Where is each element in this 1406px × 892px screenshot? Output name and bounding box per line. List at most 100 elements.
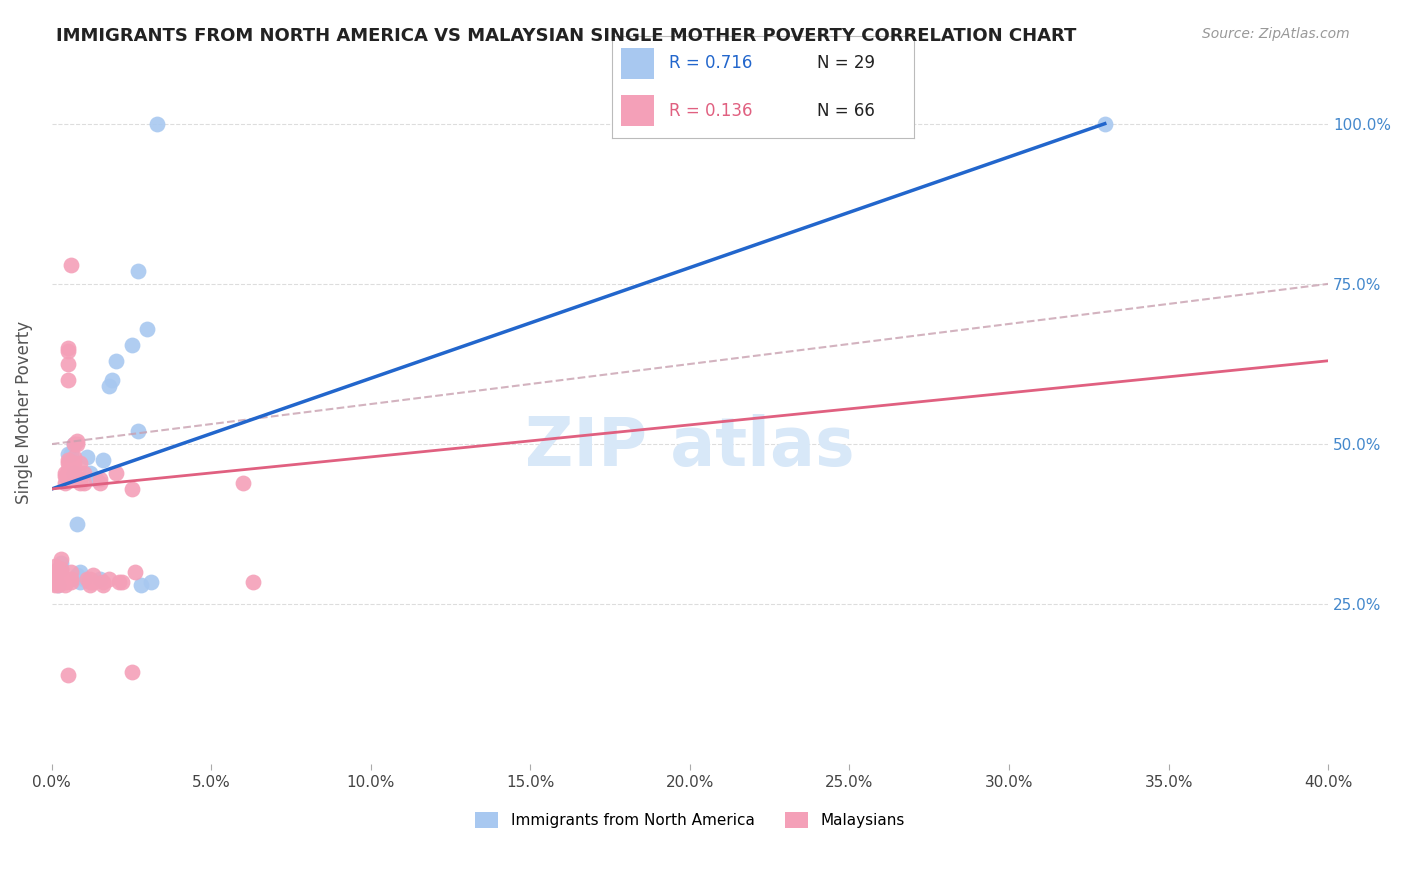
Point	[69, 456, 91, 470]
Point	[51, 568, 73, 582]
Point	[44, 558, 66, 573]
Point	[59, 258, 82, 272]
Point	[63, 466, 86, 480]
Text: R = 0.136: R = 0.136	[669, 102, 752, 120]
Point	[51, 562, 73, 576]
Point	[136, 322, 159, 336]
Point	[44, 572, 66, 586]
Point	[44, 574, 66, 589]
Point	[46, 574, 69, 589]
Point	[59, 463, 82, 477]
Point	[66, 517, 89, 532]
Point	[79, 466, 101, 480]
Point	[139, 574, 162, 589]
Point	[44, 572, 66, 586]
Point	[44, 578, 66, 592]
Point	[69, 472, 91, 486]
Point	[121, 482, 143, 496]
Point	[73, 572, 96, 586]
Point	[104, 353, 127, 368]
Point	[51, 552, 73, 566]
Point	[82, 568, 104, 582]
Point	[53, 578, 76, 592]
Point	[63, 456, 86, 470]
Point	[53, 574, 76, 589]
Point	[51, 572, 73, 586]
Point	[44, 568, 66, 582]
Point	[56, 357, 79, 371]
Point	[59, 566, 82, 580]
Point	[69, 475, 91, 490]
Point	[124, 566, 146, 580]
Point	[89, 472, 111, 486]
Point	[104, 466, 127, 480]
Point	[59, 447, 82, 461]
Point	[242, 574, 264, 589]
Point	[56, 667, 79, 681]
Point	[46, 566, 69, 580]
Text: N = 29: N = 29	[817, 54, 875, 72]
Point	[121, 338, 143, 352]
Text: N = 66: N = 66	[817, 102, 875, 120]
Point	[69, 566, 91, 580]
Point	[53, 466, 76, 480]
Point	[79, 578, 101, 592]
Point	[98, 572, 121, 586]
Point	[79, 572, 101, 586]
Point	[56, 341, 79, 355]
Text: Source: ZipAtlas.com: Source: ZipAtlas.com	[1202, 27, 1350, 41]
Point	[101, 373, 124, 387]
Point	[73, 466, 96, 480]
Text: IMMIGRANTS FROM NORTH AMERICA VS MALAYSIAN SINGLE MOTHER POVERTY CORRELATION CHA: IMMIGRANTS FROM NORTH AMERICA VS MALAYSI…	[56, 27, 1077, 45]
Point	[56, 466, 79, 480]
Point	[89, 572, 111, 586]
Point	[46, 578, 69, 592]
Point	[89, 475, 111, 490]
Point	[107, 574, 129, 589]
Point	[73, 475, 96, 490]
Point	[63, 437, 86, 451]
Point	[63, 437, 86, 451]
Point	[44, 566, 66, 580]
Point	[79, 574, 101, 589]
Bar	[620, 48, 654, 78]
Point	[51, 574, 73, 589]
Point	[91, 578, 114, 592]
Point	[56, 463, 79, 477]
Point	[98, 379, 121, 393]
Point	[91, 574, 114, 589]
Point	[56, 344, 79, 359]
Point	[232, 475, 254, 490]
Point	[66, 437, 89, 451]
Text: R = 0.716: R = 0.716	[669, 54, 752, 72]
Point	[66, 568, 89, 582]
Point	[82, 574, 104, 589]
Point	[53, 475, 76, 490]
Point	[111, 574, 134, 589]
Point	[51, 562, 73, 576]
Point	[121, 665, 143, 679]
Point	[91, 453, 114, 467]
Point	[56, 456, 79, 470]
Point	[146, 117, 169, 131]
Point	[127, 424, 149, 438]
Point	[46, 578, 69, 592]
Point	[76, 572, 98, 586]
Point	[63, 450, 86, 464]
Point	[46, 562, 69, 576]
Point	[69, 574, 91, 589]
Point	[86, 472, 108, 486]
Point	[59, 466, 82, 480]
Point	[1094, 117, 1116, 131]
Point	[53, 469, 76, 483]
Y-axis label: Single Mother Poverty: Single Mother Poverty	[15, 320, 32, 504]
Point	[51, 556, 73, 570]
Legend: Immigrants from North America, Malaysians: Immigrants from North America, Malaysian…	[470, 806, 911, 834]
Bar	[620, 95, 654, 126]
Point	[46, 568, 69, 582]
Point	[59, 574, 82, 589]
Point	[56, 373, 79, 387]
Point	[46, 572, 69, 586]
Text: ZIP atlas: ZIP atlas	[524, 414, 855, 480]
Point	[127, 264, 149, 278]
